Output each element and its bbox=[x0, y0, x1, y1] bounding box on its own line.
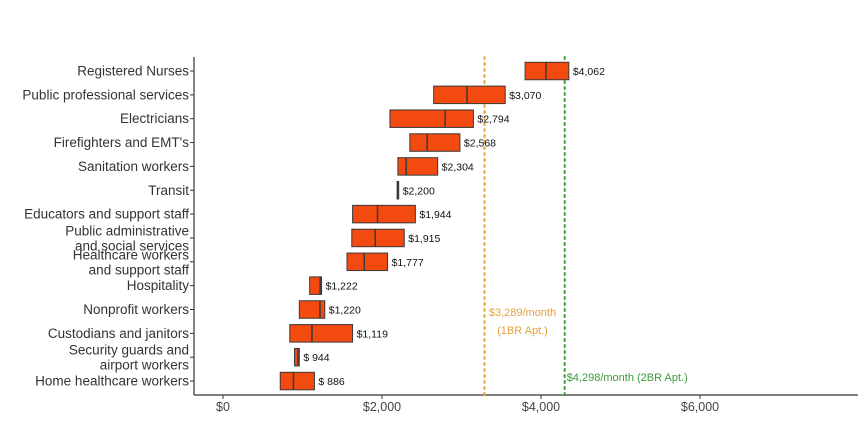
x-tick-label: $0 bbox=[216, 400, 230, 414]
value-label: $2,200 bbox=[403, 185, 435, 197]
value-label: $2,794 bbox=[477, 114, 509, 126]
category-label: Home healthcare workers bbox=[35, 374, 189, 389]
range-bar bbox=[309, 276, 323, 295]
chart-axes bbox=[190, 57, 858, 396]
value-label: $1,777 bbox=[392, 257, 424, 269]
category-label: Registered Nurses bbox=[77, 64, 189, 79]
x-tick-labels: $0 $2,000 $4,000 $6,000 bbox=[216, 395, 719, 414]
category-label: Transit bbox=[148, 183, 189, 198]
reference-line-label: (1BR Apt.) bbox=[497, 325, 548, 337]
range-bar bbox=[433, 85, 506, 105]
range-bar bbox=[294, 347, 300, 367]
value-label: $ 886 bbox=[318, 376, 344, 388]
category-label: Educators and support staff bbox=[24, 207, 189, 222]
reference-line-label: $4,298/month (2BR Apt.) bbox=[567, 372, 688, 384]
value-label: $4,062 bbox=[573, 66, 605, 78]
range-bar bbox=[409, 133, 461, 152]
category-label: Public administrative bbox=[65, 223, 189, 238]
category-labels: Registered Nurses Public professional ser… bbox=[22, 64, 189, 389]
range-bar bbox=[352, 204, 416, 224]
category-label: Public professional services bbox=[22, 87, 189, 102]
category-label: and support staff bbox=[89, 262, 190, 277]
value-label: $2,304 bbox=[442, 161, 474, 173]
category-label: Healthcare workers bbox=[73, 247, 190, 262]
value-label: $1,119 bbox=[357, 328, 388, 340]
value-label: $1,220 bbox=[329, 305, 361, 317]
category-label: and social services bbox=[75, 238, 189, 253]
value-label: $1,944 bbox=[419, 209, 451, 221]
category-label: Electricians bbox=[120, 111, 189, 126]
x-tick-label: $6,000 bbox=[681, 400, 719, 414]
value-label: $2,568 bbox=[464, 138, 496, 150]
value-label: $1,915 bbox=[408, 233, 440, 245]
category-label: Custodians and janitors bbox=[48, 326, 189, 341]
category-label: Security guards and bbox=[69, 343, 189, 358]
x-tick-label: $4,000 bbox=[522, 400, 560, 414]
category-label: airport workers bbox=[100, 358, 190, 373]
reference-line-label: $3,289/month bbox=[489, 307, 556, 319]
range-bar bbox=[524, 61, 570, 81]
reference-lines: $3,289/month (1BR Apt.) $4,298/month (2BR … bbox=[483, 56, 688, 396]
range-bar bbox=[351, 228, 405, 248]
category-label: Nonprofit workers bbox=[83, 302, 189, 317]
category-label: Hospitality bbox=[127, 278, 190, 293]
value-label: $1,222 bbox=[326, 281, 358, 293]
category-label: Sanitation workers bbox=[78, 159, 189, 174]
category-label: Firefighters and EMT's bbox=[54, 135, 190, 150]
range-bar bbox=[279, 371, 315, 391]
range-bar bbox=[298, 300, 326, 319]
range-bar bbox=[289, 324, 354, 343]
range-bar bbox=[397, 157, 439, 176]
value-label: $3,070 bbox=[509, 90, 541, 102]
value-label: $ 944 bbox=[303, 352, 329, 364]
bars-layer: $4,062 $3,070$2,794 $2,568 $2,304 $2,200 $1,9… bbox=[279, 61, 605, 391]
range-bar bbox=[389, 109, 474, 128]
range-bar bbox=[346, 252, 389, 272]
x-tick-label: $2,000 bbox=[363, 400, 401, 414]
